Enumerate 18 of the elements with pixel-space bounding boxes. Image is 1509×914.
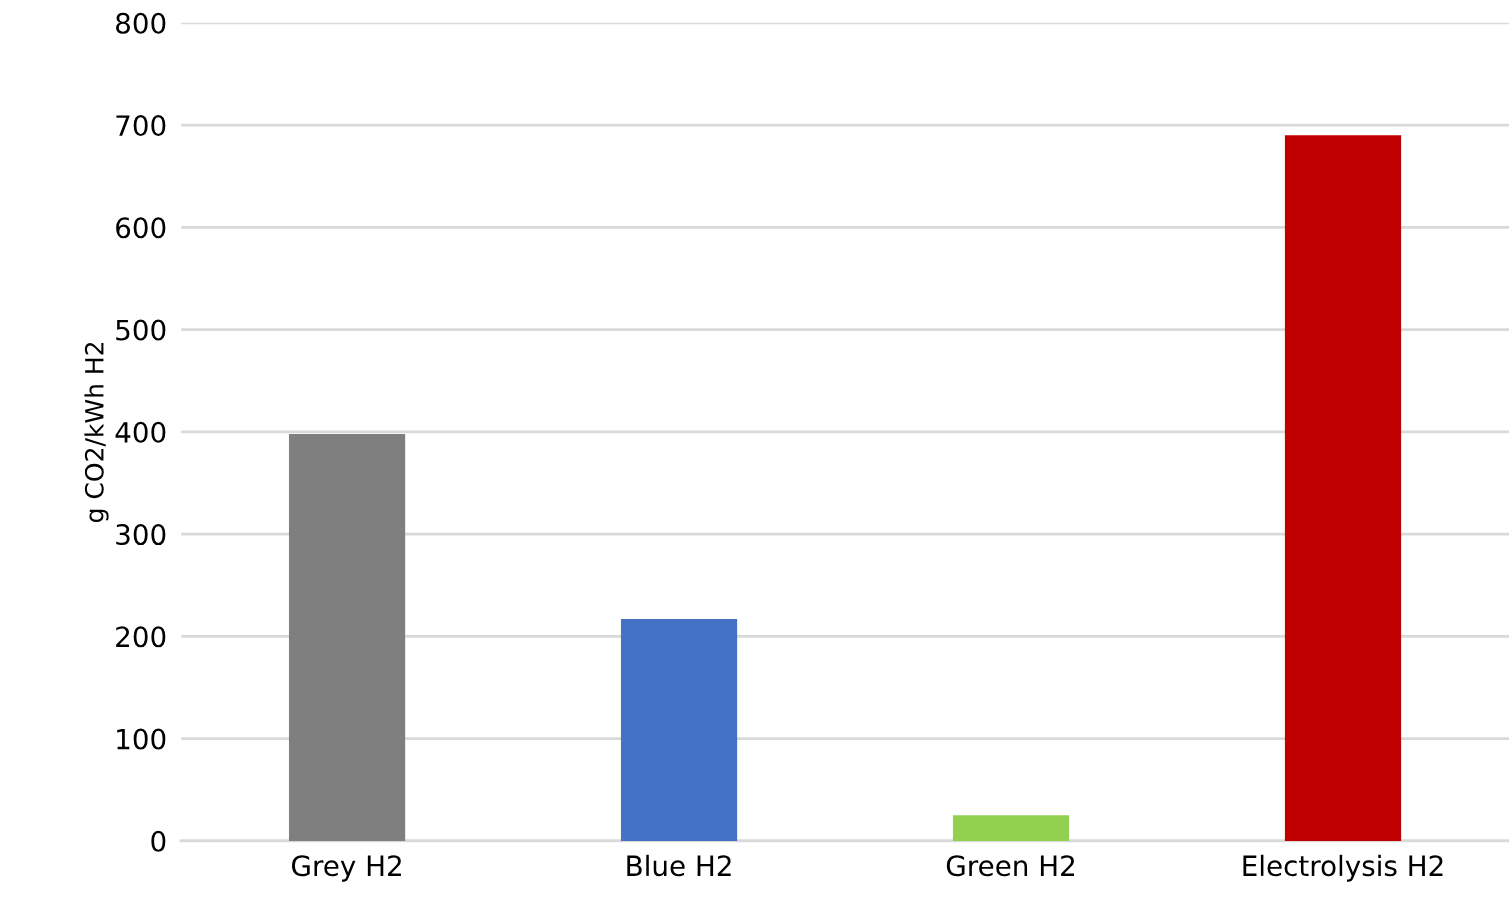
y-axis-title: g CO2/kWh H2: [84, 342, 109, 522]
y-tick-label: 800: [116, 12, 166, 34]
x-tick-label: Blue H2: [627, 854, 731, 877]
bar: [952, 815, 1070, 841]
y-tick-label: 100: [117, 728, 166, 750]
y-tick-label: 600: [116, 217, 166, 239]
y-tick-label: 300: [116, 524, 166, 546]
x-tick-label: Grey H2: [292, 855, 401, 882]
y-tick-label: 200: [116, 626, 166, 648]
bar: [288, 433, 406, 841]
x-tick-label: Green H2: [946, 855, 1074, 877]
bar: [620, 618, 738, 841]
y-tick-label: 700: [116, 115, 166, 137]
y-tick-label: 0: [151, 830, 166, 852]
bar: [1284, 135, 1402, 841]
y-tick-label: 400: [115, 421, 166, 443]
y-tick-label: 500: [116, 319, 166, 341]
x-tick-label: Electrolysis H2: [1243, 854, 1443, 882]
